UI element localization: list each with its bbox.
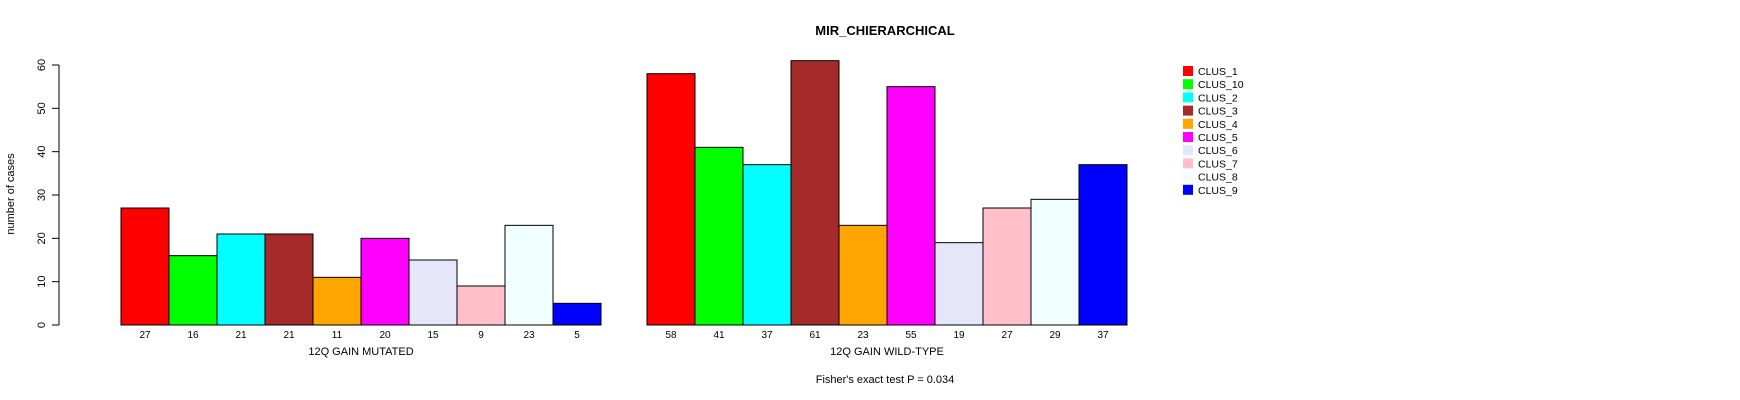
legend-item: CLUS_6: [1183, 145, 1238, 157]
bar: [982, 207, 1032, 326]
bar: [120, 207, 170, 326]
bar-count-label: 5: [574, 330, 580, 341]
y-tick-label: 40: [36, 146, 48, 158]
bar: [838, 224, 888, 326]
bar: [312, 276, 362, 326]
legend-item: CLUS_4: [1183, 118, 1238, 131]
bar: [408, 259, 458, 326]
legend-item: CLUS_3: [1183, 105, 1238, 118]
bar-count-label: 16: [187, 330, 199, 341]
bar-count-label: 11: [332, 330, 343, 341]
y-axis: 0 10 20 30 40 50 60: [36, 59, 60, 328]
bar: [934, 242, 984, 326]
bar: [694, 146, 744, 326]
bar-count-label: 29: [1049, 330, 1061, 341]
bar-count-label: 21: [283, 330, 295, 341]
legend-label: CLUS_2: [1198, 92, 1238, 104]
legend-item: CLUS_10: [1183, 79, 1244, 91]
y-tick-label: 60: [36, 59, 48, 71]
legend-label: CLUS_1: [1198, 66, 1238, 78]
legend-item: CLUS_9: [1183, 184, 1238, 197]
legend-label: CLUS_4: [1198, 119, 1238, 131]
group-label: 12Q GAIN WILD-TYPE: [830, 346, 944, 358]
bar: [1078, 164, 1128, 326]
legend-label: CLUS_10: [1198, 79, 1244, 91]
bar-count-label: 41: [713, 330, 725, 341]
bar: [742, 164, 792, 326]
legend-swatch: [1183, 158, 1193, 169]
legend-swatch: [1183, 118, 1193, 129]
fisher-test-note: Fisher's exact test P = 0.034: [816, 374, 955, 386]
bar-count-label: 19: [953, 330, 965, 341]
legend: CLUS_1CLUS_10CLUS_2CLUS_3CLUS_4CLUS_5CLU…: [1183, 66, 1244, 197]
y-tick-label: 30: [36, 189, 48, 201]
bar-count-label: 21: [235, 330, 247, 341]
bar: [264, 233, 314, 326]
bar-count-label: 9: [478, 330, 484, 341]
y-tick-label: 0: [36, 322, 48, 328]
bar-count-label: 15: [427, 330, 439, 341]
bar-count-label: 61: [809, 330, 821, 341]
bar: [646, 73, 696, 326]
bar-groups: 27 16 21 21 11 20 15 9 23 5 12Q GAIN MUTATED 58 41 37…: [120, 60, 1128, 358]
y-axis-label: number of cases: [5, 153, 17, 235]
bar: [168, 255, 218, 326]
y-tick-label: 50: [36, 102, 48, 114]
bar: [552, 302, 602, 326]
bar: [216, 233, 266, 326]
legend-label: CLUS_6: [1198, 145, 1238, 157]
legend-label: CLUS_8: [1198, 172, 1238, 184]
bar-count-label: 55: [905, 330, 917, 341]
bar-count-label: 27: [1001, 330, 1013, 341]
legend-swatch: [1183, 132, 1193, 142]
bar-count-label: 37: [1097, 330, 1109, 341]
legend-label: CLUS_3: [1198, 106, 1238, 118]
bar-group: 58 41 37 61 23 55 19 27 29 37 12Q GAIN WILD-TYPE: [646, 60, 1128, 358]
chart-title: MIR_CHIERARCHICAL: [815, 23, 954, 38]
bar: [886, 86, 936, 326]
group-label: 12Q GAIN MUTATED: [308, 346, 413, 358]
legend-swatch: [1183, 79, 1193, 90]
bar-count-label: 23: [523, 330, 535, 341]
legend-item: CLUS_8: [1183, 171, 1238, 184]
legend-label: CLUS_9: [1198, 185, 1238, 197]
bar-group: 27 16 21 21 11 20 15 9 23 5 12Q GAIN MUTATED: [120, 207, 602, 358]
bar: [360, 237, 410, 326]
legend-swatch: [1183, 66, 1193, 76]
legend-item: CLUS_1: [1183, 66, 1238, 78]
legend-label: CLUS_5: [1198, 132, 1238, 144]
legend-swatch: [1183, 171, 1193, 182]
bar: [456, 285, 506, 326]
bar-count-label: 58: [665, 330, 677, 341]
bar-count-label: 20: [379, 330, 391, 341]
bar: [790, 60, 840, 326]
legend-swatch: [1183, 145, 1193, 156]
legend-label: CLUS_7: [1198, 158, 1238, 170]
bar-count-label: 37: [761, 330, 773, 341]
bar-count-label: 23: [857, 330, 869, 341]
legend-swatch: [1183, 105, 1193, 116]
legend-swatch: [1183, 184, 1193, 195]
bar: [504, 224, 554, 326]
bar-count-label: 27: [139, 330, 151, 341]
legend-item: CLUS_7: [1183, 158, 1238, 170]
y-tick-label: 20: [36, 232, 48, 244]
legend-item: CLUS_2: [1183, 92, 1238, 104]
bar: [1030, 198, 1080, 326]
legend-item: CLUS_5: [1183, 132, 1238, 144]
legend-swatch: [1183, 92, 1193, 103]
y-tick-label: 10: [36, 276, 48, 288]
